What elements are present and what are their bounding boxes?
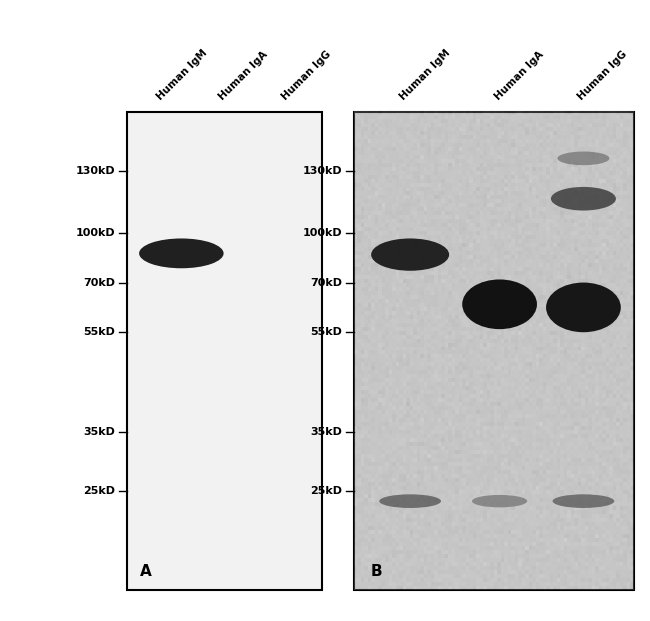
Text: Human IgG: Human IgG <box>577 50 629 102</box>
Text: Human IgG: Human IgG <box>280 50 333 102</box>
Text: 130kD: 130kD <box>75 166 115 176</box>
Text: 55kD: 55kD <box>83 327 115 337</box>
Text: B: B <box>370 564 382 579</box>
Text: A: A <box>140 564 152 579</box>
Ellipse shape <box>371 238 449 271</box>
Text: Human IgA: Human IgA <box>217 50 270 102</box>
Text: Human IgM: Human IgM <box>155 48 209 102</box>
Ellipse shape <box>552 494 614 508</box>
Ellipse shape <box>551 187 616 211</box>
Ellipse shape <box>139 238 224 268</box>
Text: 25kD: 25kD <box>83 486 115 496</box>
Text: 55kD: 55kD <box>311 327 343 337</box>
Text: Human IgM: Human IgM <box>398 48 452 102</box>
Text: 35kD: 35kD <box>311 427 343 437</box>
Text: 70kD: 70kD <box>311 278 343 288</box>
Ellipse shape <box>546 283 621 332</box>
Ellipse shape <box>462 279 537 329</box>
Text: Human IgA: Human IgA <box>493 50 545 102</box>
Text: 35kD: 35kD <box>83 427 115 437</box>
Bar <box>127 112 322 590</box>
Text: 130kD: 130kD <box>303 166 343 176</box>
Text: 100kD: 100kD <box>75 228 115 238</box>
Ellipse shape <box>558 152 610 165</box>
Text: 25kD: 25kD <box>311 486 343 496</box>
Bar <box>354 112 634 590</box>
Ellipse shape <box>472 495 527 507</box>
Text: 70kD: 70kD <box>83 278 115 288</box>
Text: 100kD: 100kD <box>303 228 343 238</box>
Ellipse shape <box>380 494 441 508</box>
